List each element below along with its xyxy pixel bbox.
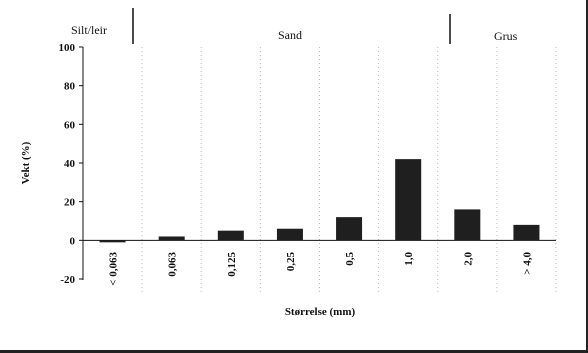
bar bbox=[276, 228, 303, 241]
y-tick-label: 100 bbox=[59, 42, 76, 54]
region-label-sand: Sand bbox=[278, 28, 302, 42]
bar bbox=[336, 217, 363, 241]
x-tick-label: 0,5 bbox=[344, 252, 356, 266]
y-tick-label: 40 bbox=[64, 158, 76, 170]
y-tick-label: 20 bbox=[64, 197, 76, 209]
bar bbox=[395, 159, 422, 241]
y-tick-label: -20 bbox=[60, 274, 75, 286]
x-tick-label: 0,125 bbox=[226, 252, 238, 277]
y-ticks: -20 0 20 40 60 80 100 bbox=[59, 42, 83, 286]
y-tick-label: 60 bbox=[64, 119, 76, 131]
y-axis-label: Vekt (%) bbox=[20, 141, 32, 184]
region-label-silt-leir: Silt/leir bbox=[71, 23, 107, 37]
x-tick-label: 0,063 bbox=[167, 252, 179, 277]
bar bbox=[513, 224, 540, 241]
x-axis-label: Størrelse (mm) bbox=[285, 306, 356, 318]
bars bbox=[99, 159, 540, 243]
bar bbox=[158, 236, 185, 241]
x-tick-label: < 0,063 bbox=[108, 252, 120, 286]
y-tick-label: 0 bbox=[70, 235, 76, 247]
x-tick-label: > 4,0 bbox=[521, 252, 533, 275]
region-header: Silt/leir Sand Grus bbox=[71, 8, 518, 44]
x-tick-labels: < 0,063 0,063 0,125 0,25 0,5 1,0 2,0 > 4,0 bbox=[108, 252, 534, 286]
grid-lines bbox=[141, 47, 557, 292]
region-label-grus: Grus bbox=[494, 29, 518, 43]
x-tick-label: 0,25 bbox=[285, 252, 297, 272]
x-tick-label: 1,0 bbox=[403, 252, 415, 266]
bar bbox=[99, 240, 126, 243]
bar bbox=[217, 230, 244, 241]
y-tick-label: 80 bbox=[64, 81, 76, 93]
bar bbox=[454, 209, 481, 241]
x-tick-label: 2,0 bbox=[462, 252, 474, 266]
